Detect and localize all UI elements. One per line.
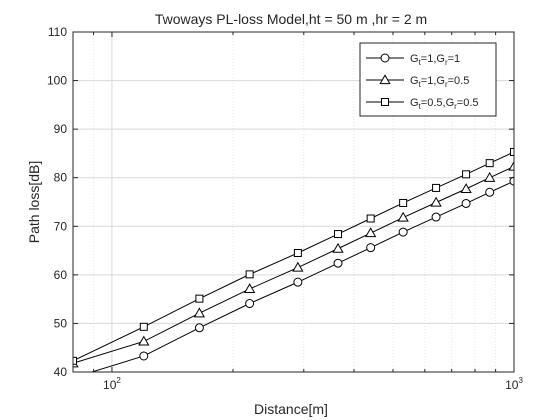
legend-label: Gt=1,Gr=1 [410,53,460,67]
square-marker [432,183,441,192]
series-square [73,147,514,365]
triangle-marker [193,307,206,318]
y-tick-label: 70 [54,219,68,233]
triangle-marker [138,335,150,346]
triangle-marker [292,261,304,272]
square-marker [334,230,343,239]
square-marker [381,98,389,106]
square-marker [73,356,77,365]
chart-title: Twoways PL-loss Model,ht = 50 m ,hr = 2 … [155,11,427,27]
circle-marker [380,53,390,63]
circle-marker [366,243,376,253]
series-line [73,166,514,364]
legend-label: Gt=1,Gr=0.5 [410,75,469,89]
triangle-marker [484,171,496,182]
x-tick-label: 102 [103,376,121,392]
square-marker [139,322,148,331]
y-tick-label: 50 [54,316,68,330]
triangle-marker [460,183,472,193]
circle-marker [245,299,255,309]
square-marker [195,294,204,303]
legend-item: Gt=1,Gr=1 [366,53,460,67]
x-axis-label: Distance[m] [254,401,328,417]
triangle-marker [364,227,377,238]
tick-layer: 40 50 60 70 80 90 100 110 102 103 [47,25,523,392]
y-tick-label: 100 [47,74,67,88]
square-marker [510,147,514,156]
triangle-marker [379,74,391,85]
y-tick-label: 40 [54,365,68,379]
legend-label: Gt=0.5,Gr=0.5 [410,97,479,111]
legend-item: Gt=0.5,Gr=0.5 [366,97,479,111]
series-circle [90,176,514,372]
y-tick-label: 90 [54,122,68,136]
square-marker [485,159,494,168]
series-layer [73,147,514,372]
triangle-marker [332,242,344,253]
legend: Gt=1,Gr=1 Gt=1,Gr=0.5 Gt=0.5,Gr=0.5 [359,42,497,117]
square-marker [462,170,471,179]
square-marker [399,198,408,207]
plot-frame [72,31,515,373]
triangle-marker [430,196,442,207]
triangle-marker [243,283,256,294]
circle-marker [194,323,204,333]
circle-marker [461,198,471,208]
y-tick-label: 80 [54,171,68,185]
square-marker [245,270,254,279]
circle-marker [293,277,303,287]
square-marker [366,214,375,223]
square-marker [293,249,302,257]
circle-marker [509,176,514,186]
triangle-marker [397,211,409,222]
circle-marker [431,212,441,222]
x-tick-label: 103 [505,376,523,392]
circle-marker [139,351,149,361]
circle-marker [398,227,408,237]
triangle-marker [508,160,514,171]
y-tick-label: 60 [54,268,68,282]
circle-marker [485,187,495,197]
legend-item: Gt=1,Gr=0.5 [366,74,469,89]
y-tick-label: 110 [48,25,67,39]
circle-marker [333,258,343,268]
y-axis-label: Path loss[dB] [26,161,42,244]
